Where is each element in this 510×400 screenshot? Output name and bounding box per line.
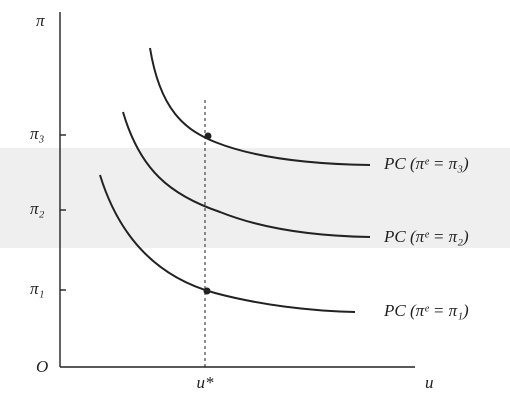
y-label: π — [36, 11, 45, 30]
origin-label: O — [36, 357, 48, 376]
curve-label: PC (πᵉ = π₁) — [383, 301, 469, 320]
point — [204, 132, 212, 140]
curve-mid — [122, 111, 371, 238]
y-tick-label: π₁ — [30, 279, 44, 298]
curve-label: PC (πᵉ = π₃) — [383, 154, 469, 173]
scan-band — [0, 148, 510, 248]
curve-label: PC (πᵉ = π₂) — [383, 227, 469, 246]
x-tick-label: u* — [197, 373, 215, 392]
curve-low — [99, 174, 356, 313]
curve-high — [149, 47, 371, 166]
y-tick-label: π₂ — [30, 199, 45, 218]
point — [203, 287, 211, 295]
y-tick-label: π₃ — [30, 124, 45, 143]
x-label: u — [425, 373, 434, 392]
